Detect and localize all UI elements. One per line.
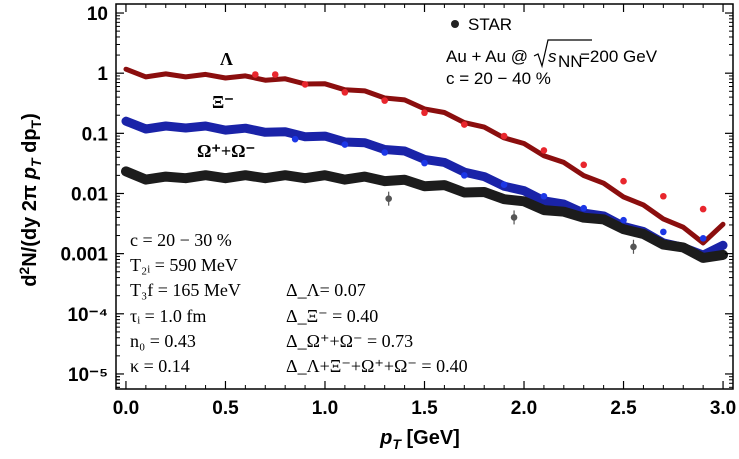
data-point (291, 135, 299, 143)
x-tick-label: 2.0 (511, 398, 537, 419)
y-tick-label: 10⁻⁴ (67, 305, 108, 326)
param-centrality: c = 20 − 30 % (130, 230, 232, 250)
data-point (660, 228, 667, 236)
data-point (301, 81, 309, 88)
legend-marker (451, 20, 459, 28)
data-point (580, 161, 588, 169)
y-tick-label: 0.1 (82, 124, 109, 145)
param-n0: n₀ = 0.43 (130, 331, 196, 351)
data-point (620, 216, 627, 224)
x-axis-ticks: 0.0 0.5 1.0 1.5 2.0 2.5 3.0 (113, 4, 736, 419)
label-xi: Ξ⁻ (212, 92, 234, 112)
param-delta-xi: Δ_Ξ⁻ = 0.40 (286, 306, 378, 326)
data-point (341, 89, 349, 96)
param-delta-lambda: Δ_Λ= 0.07 (286, 280, 366, 300)
param-taui: τᵢ = 1.0 fm (130, 306, 206, 326)
data-point (461, 121, 468, 128)
y-tick-label: 1 (97, 64, 108, 85)
data-point (580, 204, 588, 212)
data-point (421, 109, 428, 117)
sqrt-s: s (548, 47, 557, 66)
y-axis-ticks: 10 1 0.1 0.01 0.001 10⁻⁴ 10⁻⁵ (60, 4, 733, 388)
data-point (385, 195, 392, 202)
data-point (540, 192, 548, 200)
data-point (461, 172, 468, 179)
data-point (500, 181, 508, 189)
param-t3f: T₃f = 165 MeV (130, 280, 241, 300)
x-tick-label: 0.5 (212, 398, 239, 419)
param-delta-all: Δ_Λ+Ξ⁻+Ω⁺+Ω⁻ = 0.40 (286, 356, 468, 376)
x-tick-label: 1.0 (312, 398, 338, 419)
data-point (660, 192, 667, 200)
y-tick-label: 0.001 (60, 245, 108, 266)
sqrt-sub: NN (558, 52, 583, 71)
curve-0 (123, 66, 726, 246)
legend-label: STAR (468, 15, 512, 34)
param-t2i: T₂ᵢ = 590 MeV (130, 255, 238, 275)
centrality-top: c = 20 − 40 % (446, 69, 551, 88)
data-point (699, 234, 707, 242)
x-tick-label: 0.0 (113, 398, 139, 419)
data-point (381, 149, 388, 156)
data-point (510, 214, 518, 221)
data-point (630, 243, 637, 251)
x-tick-label: 1.5 (411, 398, 438, 419)
curve-2 (121, 166, 728, 263)
label-lambda: Λ (220, 49, 233, 69)
data-point (271, 71, 279, 78)
collision-system: Au + Au @ (446, 47, 528, 66)
data-point (620, 177, 627, 185)
data-point (500, 132, 508, 140)
y-axis-label: d2N/(dy 2π pT dpT) (16, 113, 44, 287)
collision-energy: =200 GeV (580, 47, 658, 66)
data-point (699, 205, 707, 213)
star-data-points (252, 71, 707, 254)
y-tick-label: 10⁻⁵ (68, 365, 108, 386)
y-tick-label: 0.01 (71, 184, 108, 205)
x-axis-label: pT [GeV] (379, 427, 460, 452)
x-tick-label: 2.5 (610, 398, 637, 419)
param-delta-omega: Δ_Ω⁺+Ω⁻ = 0.73 (286, 331, 413, 351)
data-point (540, 147, 548, 154)
x-tick-label: 3.0 (710, 398, 736, 419)
data-point (381, 97, 388, 104)
label-omega: Ω⁺+Ω⁻ (197, 141, 255, 161)
sqrt-symbol (533, 39, 592, 69)
param-kappa: κ = 0.14 (130, 356, 190, 376)
data-point (252, 71, 259, 78)
model-curves (121, 66, 728, 263)
y-tick-label: 10 (87, 4, 108, 25)
data-point (341, 141, 349, 148)
data-point (421, 159, 428, 167)
